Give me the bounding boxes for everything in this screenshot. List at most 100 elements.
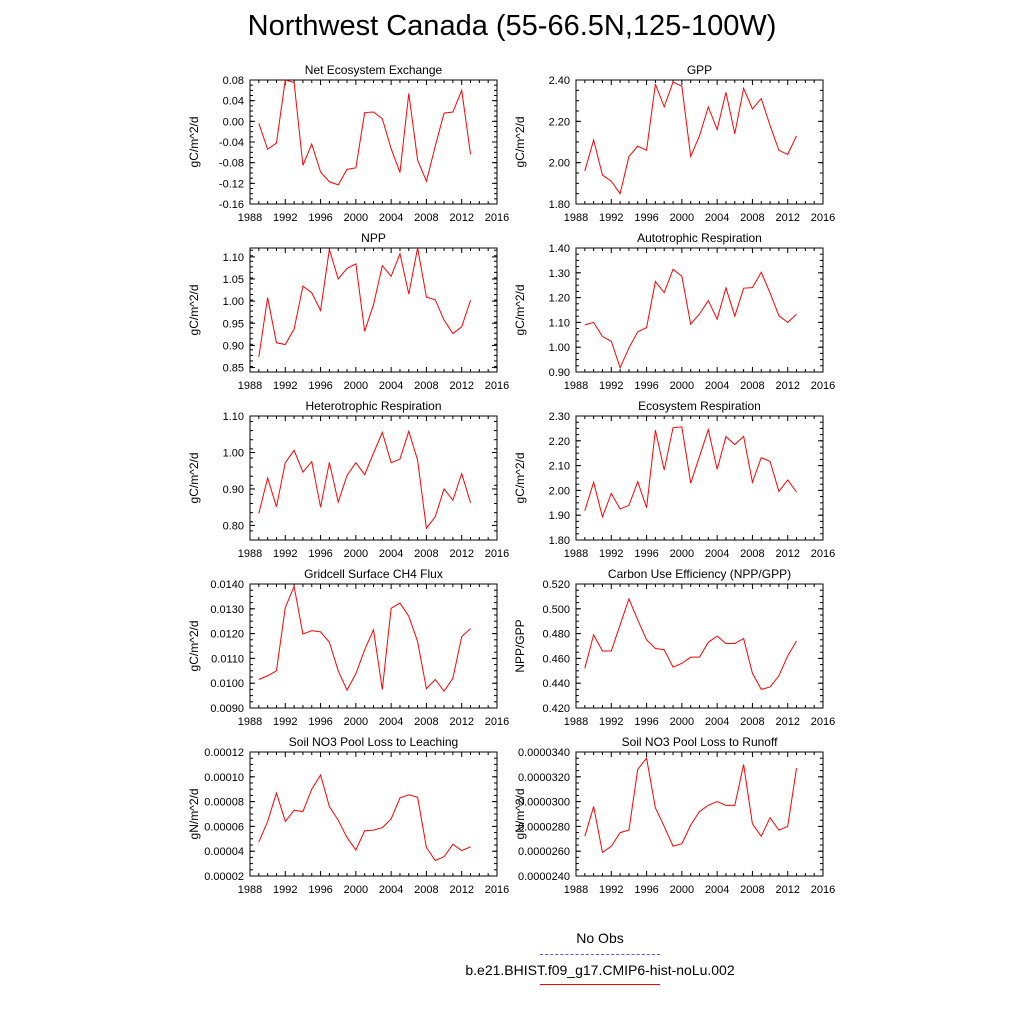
y-tick-label: 1.10 <box>549 317 570 329</box>
x-tick-label: 2004 <box>705 548 729 560</box>
y-tick-label: 1.90 <box>549 510 570 522</box>
x-tick-label: 1992 <box>599 884 623 896</box>
plot-frame <box>249 751 498 877</box>
x-tick-label: 1992 <box>599 212 623 224</box>
y-tick-label: 0.04 <box>223 96 244 108</box>
y-axis-label: gC/m^2/d <box>187 453 201 504</box>
x-tick-label: 2000 <box>344 716 368 728</box>
y-tick-label: 0.0100 <box>210 678 244 690</box>
x-tick-label: 2000 <box>670 716 694 728</box>
x-tick-label: 2016 <box>811 884 835 896</box>
x-tick-label: 2004 <box>705 716 729 728</box>
plot-frame <box>575 415 824 541</box>
y-tick-label: 0.0000280 <box>518 821 570 833</box>
x-tick-label: 2000 <box>670 212 694 224</box>
y-tick-label: 0.0000320 <box>518 772 570 784</box>
y-tick-label: 1.00 <box>549 342 570 354</box>
chart-panel-9: Soil NO3 Pool Loss to Leaching gN/m^2/d 19… <box>187 735 509 896</box>
x-tick-label: 2012 <box>775 884 799 896</box>
y-tick-label: 0.0000300 <box>518 797 570 809</box>
y-tick-label: 0.0140 <box>210 579 244 591</box>
x-tick-label: 2008 <box>414 548 438 560</box>
legend-model-label: b.e21.BHIST.f09_g17.CMIP6-hist-noLu.002 <box>465 962 735 978</box>
x-tick-label: 1996 <box>634 212 658 224</box>
series-line-1 <box>584 757 798 854</box>
y-tick-label: 0.0110 <box>211 653 244 665</box>
y-tick-label: 1.05 <box>223 274 244 286</box>
y-tick-label: 0.00010 <box>204 772 244 784</box>
y-tick-label: 1.30 <box>549 268 570 280</box>
x-tick-label: 2000 <box>344 884 368 896</box>
x-tick-label: 1996 <box>308 212 332 224</box>
x-tick-label: 1996 <box>634 716 658 728</box>
x-tick-label: 2008 <box>740 716 764 728</box>
y-tick-label: 1.10 <box>223 411 244 423</box>
y-axis-label: gC/m^2/d <box>513 453 527 504</box>
y-tick-label: 1.20 <box>549 293 570 305</box>
y-tick-label: 0.08 <box>223 75 244 87</box>
x-tick-label: 1996 <box>308 884 332 896</box>
y-tick-label: 0.520 <box>542 579 570 591</box>
chart-panel-7: Gridcell Surface CH4 Flux gC/m^2/d 1988 199… <box>187 567 509 728</box>
y-tick-label: 1.00 <box>223 447 244 459</box>
y-tick-label: 0.80 <box>223 520 244 532</box>
x-tick-label: 2012 <box>775 212 799 224</box>
x-tick-label: 1988 <box>564 380 588 392</box>
x-tick-label: 2008 <box>414 884 438 896</box>
x-tick-label: 1996 <box>634 380 658 392</box>
y-tick-label: -0.12 <box>219 178 244 190</box>
chart-title: Ecosystem Respiration <box>638 399 761 413</box>
y-tick-label: 0.00002 <box>204 871 244 883</box>
x-tick-label: 2012 <box>775 716 799 728</box>
y-tick-label: 0.00012 <box>204 747 244 759</box>
chart-title: NPP <box>361 231 386 245</box>
x-tick-label: 1992 <box>599 380 623 392</box>
y-tick-label: 0.00008 <box>204 797 244 809</box>
y-tick-label: 1.80 <box>549 535 570 547</box>
x-tick-label: 2012 <box>775 380 799 392</box>
x-tick-label: 1988 <box>564 884 588 896</box>
x-tick-label: 1992 <box>273 212 297 224</box>
x-tick-label: 1988 <box>564 548 588 560</box>
x-tick-label: 2008 <box>740 548 764 560</box>
y-tick-label: -0.08 <box>219 158 244 170</box>
y-tick-label: 0.00006 <box>204 821 244 833</box>
chart-panel-4: Autotrophic Respiration gC/m^2/d 1988 1992 1… <box>513 231 835 392</box>
series-line-1 <box>584 597 797 690</box>
y-tick-label: 0.0130 <box>210 604 244 616</box>
series-line-1 <box>258 584 471 692</box>
chart-title: Net Ecosystem Exchange <box>305 63 443 77</box>
chart-panel-10: Soil NO3 Pool Loss to Runoff gN/m^2/d 1988… <box>513 735 835 896</box>
series-line-1 <box>584 81 797 195</box>
series-line-1 <box>584 426 797 519</box>
x-tick-label: 1996 <box>308 548 332 560</box>
x-tick-label: 2004 <box>379 716 403 728</box>
chart-title: Autotrophic Respiration <box>637 231 762 245</box>
x-tick-label: 2016 <box>811 548 835 560</box>
y-tick-label: 1.80 <box>549 199 570 211</box>
y-axis-label: gC/m^2/d <box>187 285 201 336</box>
x-tick-label: 2012 <box>775 548 799 560</box>
y-tick-label: -0.04 <box>219 137 244 149</box>
x-tick-label: 2016 <box>485 548 509 560</box>
x-tick-label: 2012 <box>449 212 473 224</box>
x-tick-label: 1988 <box>238 212 262 224</box>
y-tick-label: 0.0000340 <box>518 747 570 759</box>
y-tick-label: 2.20 <box>549 436 570 448</box>
x-tick-label: 2012 <box>449 884 473 896</box>
chart-panel-5: Heterotrophic Respiration gC/m^2/d 1988 199… <box>187 399 509 560</box>
y-axis-label: gC/m^2/d <box>513 285 527 336</box>
page-title: Northwest Canada (55-66.5N,125-100W) <box>247 10 777 42</box>
chart-panel-1: Net Ecosystem Exchange gC/m^2/d 1988 1992 19… <box>187 63 509 224</box>
series-line-1 <box>258 247 472 358</box>
y-axis-label: gN/m^2/d <box>187 789 201 840</box>
y-tick-label: 0.90 <box>223 484 244 496</box>
y-tick-label: -0.16 <box>219 199 244 211</box>
x-tick-label: 1988 <box>564 716 588 728</box>
y-tick-label: 0.460 <box>542 653 570 665</box>
series-line-1 <box>258 773 471 862</box>
plot-frame <box>575 247 824 373</box>
series-line-1 <box>258 79 472 186</box>
x-tick-label: 2016 <box>485 212 509 224</box>
